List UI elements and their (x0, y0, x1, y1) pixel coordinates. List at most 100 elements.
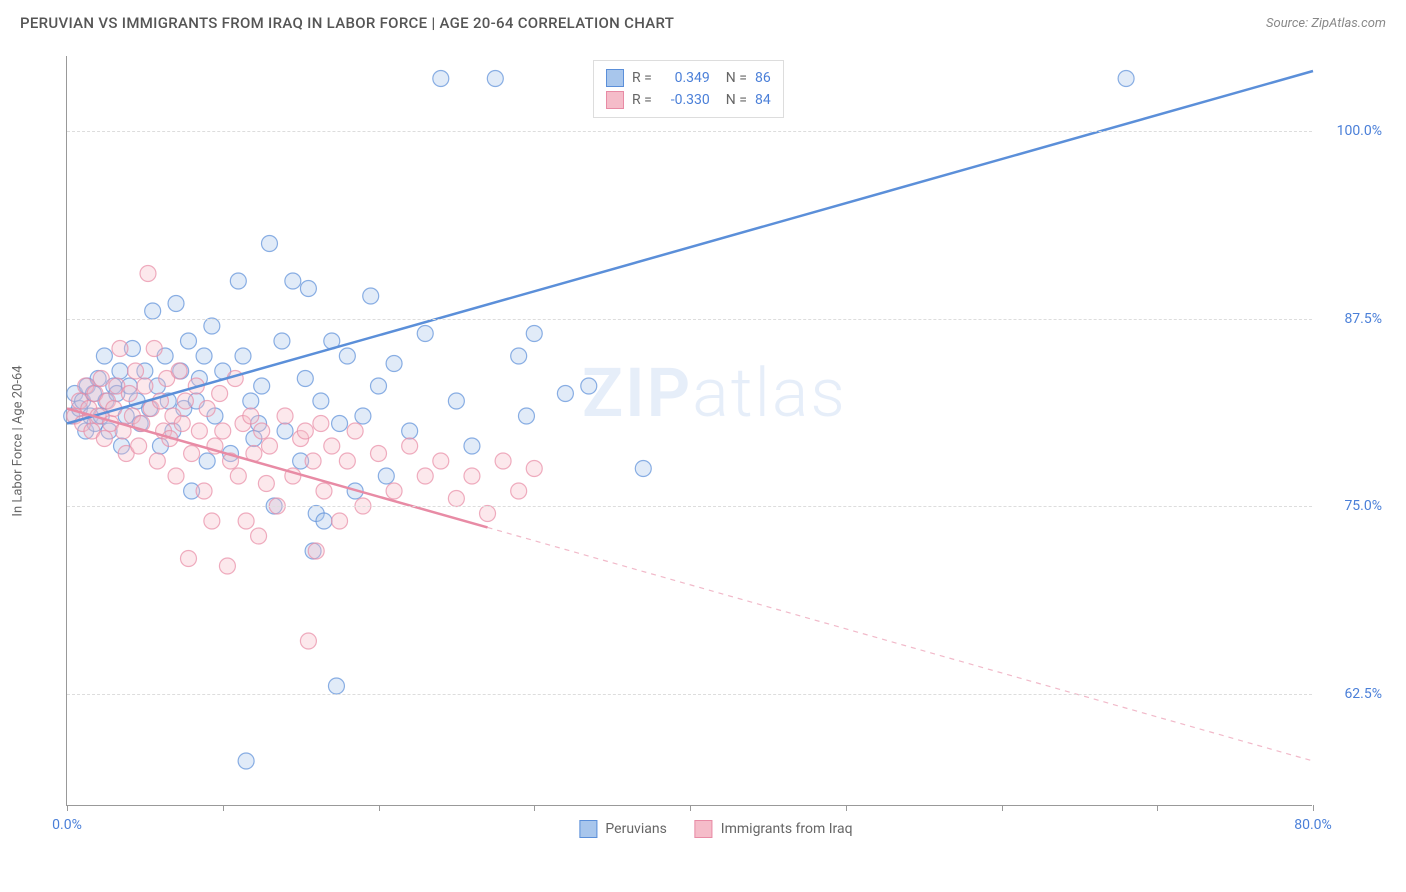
legend-swatch-peruvians (579, 820, 597, 838)
r-value-iraq: -0.330 (660, 92, 710, 108)
x-tick-label: 0.0% (52, 817, 82, 833)
scatter-point (433, 71, 449, 87)
scatter-point (140, 266, 156, 282)
scatter-point (316, 483, 332, 499)
scatter-point (204, 513, 220, 529)
scatter-point (305, 453, 321, 469)
x-tick (1313, 805, 1314, 811)
scatter-point (402, 438, 418, 454)
scatter-point (285, 273, 301, 289)
scatter-point (464, 468, 480, 484)
y-axis-label: In Labor Force | Age 20-64 (11, 365, 26, 516)
scatter-point (274, 333, 290, 349)
legend-item-peruvians: Peruvians (579, 820, 666, 838)
x-tick (690, 805, 691, 811)
gridline (67, 319, 1312, 320)
scatter-point (386, 483, 402, 499)
y-tick-label: 100.0% (1337, 123, 1382, 139)
y-tick-label: 62.5% (1344, 686, 1382, 702)
scatter-point (297, 371, 313, 387)
scatter-point (215, 423, 231, 439)
x-tick (223, 805, 224, 811)
scatter-point (146, 341, 162, 357)
y-tick-label: 75.0% (1344, 498, 1382, 514)
scatter-point (347, 423, 363, 439)
scatter-point (495, 453, 511, 469)
chart-container: In Labor Force | Age 20-64 ZIPatlas R = … (48, 56, 1384, 826)
scatter-point (177, 393, 193, 409)
scatter-point (526, 326, 542, 342)
scatter-point (386, 356, 402, 372)
scatter-point (168, 468, 184, 484)
legend-row-peruvians: R = 0.349 N = 86 (606, 67, 771, 89)
scatter-point (243, 393, 259, 409)
scatter-point (480, 506, 496, 522)
scatter-point (433, 453, 449, 469)
scatter-point (180, 333, 196, 349)
scatter-point (339, 453, 355, 469)
x-tick (1157, 805, 1158, 811)
legend-label-peruvians: Peruvians (605, 821, 666, 837)
scatter-point (371, 446, 387, 462)
gridline (67, 131, 1312, 132)
scatter-point (487, 71, 503, 87)
scatter-point (128, 363, 144, 379)
legend-swatch-iraq (695, 820, 713, 838)
x-tick (846, 805, 847, 811)
n-label: N = (726, 92, 747, 108)
scatter-point (511, 348, 527, 364)
scatter-point (277, 423, 293, 439)
scatter-point (518, 408, 534, 424)
trend-line-extrapolated (488, 527, 1313, 761)
trend-line (67, 71, 1313, 424)
scatter-point (316, 513, 332, 529)
legend-swatch-peruvians (606, 69, 624, 87)
scatter-point (511, 483, 527, 499)
scatter-point (168, 296, 184, 312)
r-value-peruvians: 0.349 (660, 70, 710, 86)
n-value-peruvians: 86 (755, 70, 771, 86)
legend-row-iraq: R = -0.330 N = 84 (606, 89, 771, 111)
scatter-point (417, 468, 433, 484)
scatter-point (196, 348, 212, 364)
scatter-point (238, 753, 254, 769)
scatter-point (219, 558, 235, 574)
scatter-point (297, 423, 313, 439)
legend-swatch-iraq (606, 91, 624, 109)
legend-label-iraq: Immigrants from Iraq (721, 821, 853, 837)
scatter-point (112, 363, 128, 379)
scatter-point (313, 393, 329, 409)
r-label: R = (632, 70, 652, 86)
scatter-point (448, 393, 464, 409)
scatter-point (355, 408, 371, 424)
scatter-point (300, 633, 316, 649)
y-tick-label: 87.5% (1344, 311, 1382, 327)
scatter-point (277, 408, 293, 424)
n-value-iraq: 84 (755, 92, 771, 108)
scatter-point (93, 371, 109, 387)
scatter-point (254, 423, 270, 439)
scatter-point (131, 438, 147, 454)
series-legend: Peruvians Immigrants from Iraq (579, 820, 852, 838)
scatter-point (171, 363, 187, 379)
correlation-legend: R = 0.349 N = 86 R = -0.330 N = 84 (593, 60, 784, 118)
scatter-point (635, 461, 651, 477)
n-label: N = (726, 70, 747, 86)
scatter-point (581, 378, 597, 394)
x-tick (379, 805, 380, 811)
scatter-point (332, 513, 348, 529)
legend-item-iraq: Immigrants from Iraq (695, 820, 853, 838)
scatter-point (402, 423, 418, 439)
x-tick-label: 80.0% (1294, 817, 1332, 833)
scatter-point (363, 288, 379, 304)
scatter-point (324, 438, 340, 454)
scatter-point (112, 341, 128, 357)
scatter-point (417, 326, 433, 342)
scatter-point (230, 468, 246, 484)
scatter-point (371, 378, 387, 394)
scatter-point (238, 513, 254, 529)
scatter-point (174, 416, 190, 432)
scatter-point (328, 678, 344, 694)
scatter-point (339, 348, 355, 364)
r-label: R = (632, 92, 652, 108)
